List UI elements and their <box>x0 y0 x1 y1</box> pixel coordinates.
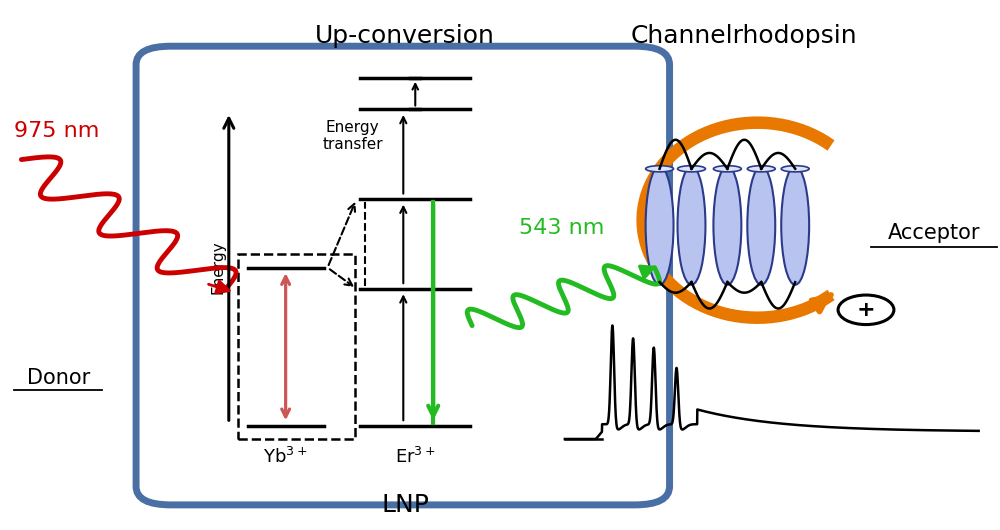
Text: Er$^{3+}$: Er$^{3+}$ <box>395 447 436 467</box>
Ellipse shape <box>747 166 775 285</box>
Text: LNP: LNP <box>381 493 429 517</box>
Text: Energy: Energy <box>210 241 225 295</box>
Text: Up-conversion: Up-conversion <box>315 24 495 48</box>
FancyBboxPatch shape <box>136 46 670 505</box>
Circle shape <box>838 295 894 324</box>
Ellipse shape <box>646 166 674 172</box>
Text: Energy
transfer: Energy transfer <box>322 120 383 152</box>
Text: Yb$^{3+}$: Yb$^{3+}$ <box>263 447 308 467</box>
Ellipse shape <box>713 166 741 172</box>
Ellipse shape <box>713 166 741 285</box>
Text: 543 nm: 543 nm <box>519 218 605 238</box>
Text: Donor: Donor <box>27 368 90 388</box>
Ellipse shape <box>646 166 674 285</box>
Text: Acceptor: Acceptor <box>888 223 980 243</box>
Text: +: + <box>857 300 875 320</box>
Ellipse shape <box>747 166 775 172</box>
Ellipse shape <box>678 166 705 172</box>
Ellipse shape <box>781 166 809 172</box>
Ellipse shape <box>781 166 809 285</box>
Ellipse shape <box>678 166 705 285</box>
Text: 975 nm: 975 nm <box>14 120 99 140</box>
Text: Channelrhodopsin: Channelrhodopsin <box>631 24 858 48</box>
